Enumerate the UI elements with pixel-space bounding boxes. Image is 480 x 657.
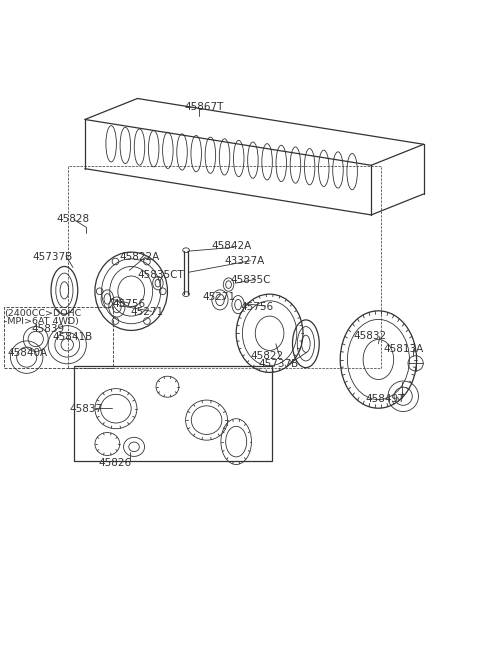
Text: 45828: 45828: [56, 214, 89, 224]
Text: 45841B: 45841B: [53, 332, 93, 342]
Text: 45849T: 45849T: [365, 394, 405, 404]
Text: 45813A: 45813A: [383, 344, 423, 353]
Text: 45826: 45826: [98, 458, 132, 468]
Text: 45271: 45271: [130, 307, 163, 317]
Text: 45756: 45756: [112, 299, 145, 309]
Text: 45737B: 45737B: [33, 252, 72, 262]
Text: 45840A: 45840A: [7, 348, 47, 358]
Text: 45837: 45837: [69, 403, 102, 414]
Text: 45835CT: 45835CT: [137, 270, 184, 280]
Text: 45842A: 45842A: [211, 241, 252, 252]
Text: 43327A: 43327A: [225, 256, 265, 265]
Text: -MPI>6AT 4WD): -MPI>6AT 4WD): [4, 317, 79, 326]
Text: 45271: 45271: [203, 292, 236, 302]
Text: 45756: 45756: [240, 302, 273, 312]
Text: 45822A: 45822A: [120, 252, 160, 262]
Text: 45835C: 45835C: [230, 275, 271, 285]
Text: 45822: 45822: [251, 351, 284, 361]
Text: 45832: 45832: [354, 330, 387, 341]
Text: 45839: 45839: [31, 325, 64, 334]
Text: 45867T: 45867T: [184, 102, 224, 112]
Text: (2400CC>DOHC: (2400CC>DOHC: [4, 309, 81, 318]
Bar: [4, 307, 113, 368]
Text: 45737B: 45737B: [258, 359, 299, 369]
Bar: [74, 366, 272, 461]
